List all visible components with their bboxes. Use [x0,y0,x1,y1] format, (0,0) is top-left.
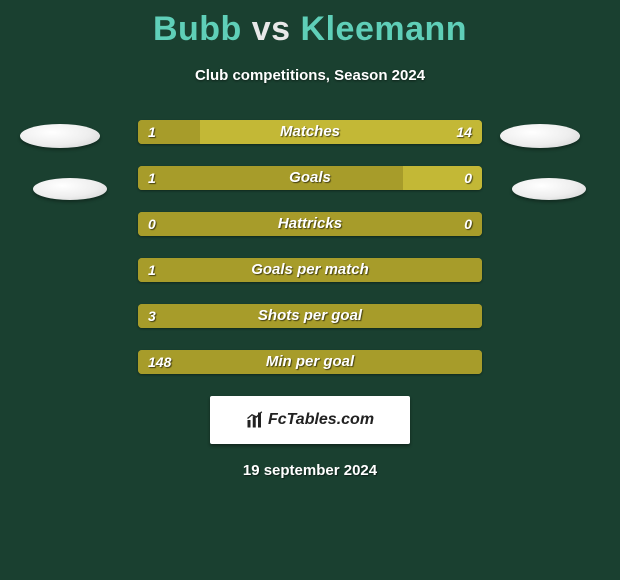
value-right: 0 [464,166,472,190]
stat-row: Shots per goal3 [0,304,620,328]
stat-row: Goals per match1 [0,258,620,282]
title: Bubb vs Kleemann [0,0,620,49]
bar-track: Min per goal [138,350,482,374]
date: 19 september 2024 [0,462,620,479]
value-left: 0 [148,212,156,236]
bar-right [200,120,482,144]
stat-row: Min per goal148 [0,350,620,374]
stat-row: Hattricks0 0 [0,212,620,236]
logo-box: FcTables.com [210,396,410,444]
bar-left [138,166,403,190]
bar-track: Goals per match [138,258,482,282]
value-left: 148 [148,350,171,374]
player-placeholder [512,178,586,200]
player-placeholder [33,178,107,200]
player-placeholder [500,124,580,148]
title-player2: Kleemann [301,10,468,48]
value-right: 14 [456,120,472,144]
logo-text: FcTables.com [268,411,374,429]
logo: FcTables.com [246,411,374,429]
value-left: 1 [148,166,156,190]
value-right: 0 [464,212,472,236]
bar-left [138,304,482,328]
value-left: 1 [148,258,156,282]
bar-left [138,212,482,236]
bar-left [138,258,482,282]
title-vs: vs [252,10,291,48]
subtitle: Club competitions, Season 2024 [0,67,620,84]
chart-icon [246,411,264,429]
bar-track: Matches [138,120,482,144]
player-placeholder [20,124,100,148]
value-left: 3 [148,304,156,328]
bar-track: Shots per goal [138,304,482,328]
bar-track: Goals [138,166,482,190]
value-left: 1 [148,120,156,144]
bar-left [138,350,482,374]
chart-area: Matches114Goals10Hattricks00Goals per ma… [0,120,620,374]
title-player1: Bubb [153,10,242,48]
bar-track: Hattricks [138,212,482,236]
